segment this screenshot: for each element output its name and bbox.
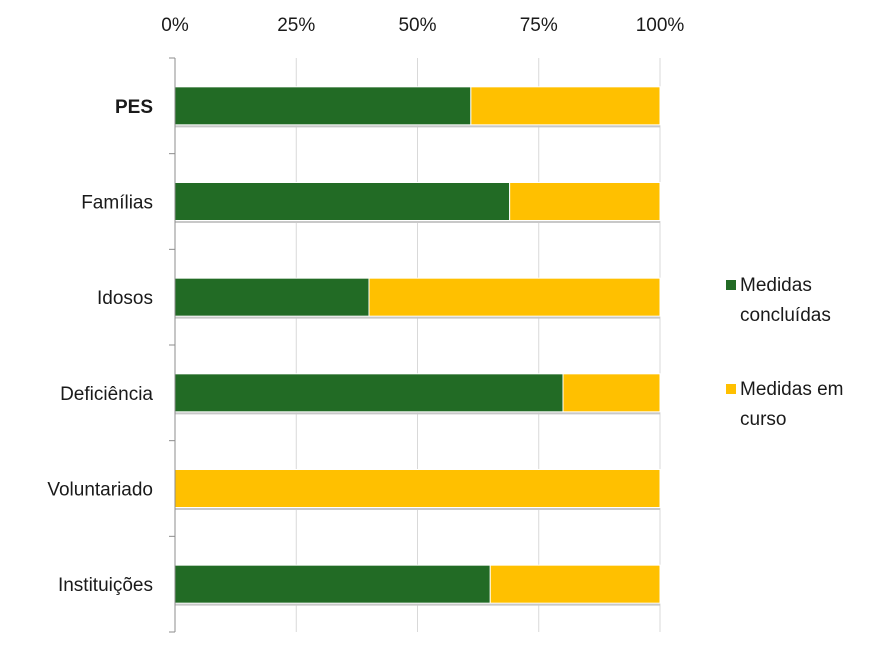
bar-instituicoes-medidas-em-curso (489, 564, 661, 604)
gridlines (174, 58, 661, 632)
category-label-deficiencia: Deficiência (60, 384, 153, 405)
axes (169, 57, 176, 633)
category-labels: PES Famílias Idosos Deficiência Voluntariado… (47, 97, 153, 596)
legend-label-medidas-em-curso: Medidas em curso (740, 379, 844, 430)
x-tick-label: 50% (398, 15, 436, 36)
bar-deficiencia-medidas-em-curso (562, 373, 661, 413)
category-label-idosos: Idosos (97, 288, 153, 309)
x-tick-label: 25% (277, 15, 315, 36)
bar-idosos-medidas-concluidas (174, 277, 370, 317)
bar-voluntariado-medidas-em-curso (174, 469, 661, 508)
bar-instituicoes-medidas-concluidas (174, 564, 491, 604)
category-label-instituicoes: Instituições (58, 575, 153, 596)
bar-familias-medidas-concluidas (174, 182, 511, 221)
x-tick-label: 0% (161, 15, 189, 36)
bar-deficiencia-medidas-concluidas (174, 373, 564, 413)
x-tick-label: 75% (520, 15, 558, 36)
category-label-pes: PES (115, 97, 153, 118)
category-label-voluntariado: Voluntariado (47, 480, 153, 501)
bars (174, 86, 661, 606)
bar-familias-medidas-em-curso (509, 182, 661, 221)
legend-item-medidas-concluidas: Medidas concluídas (726, 275, 831, 326)
legend-swatch-medidas-em-curso (726, 384, 736, 394)
bar-pes-medidas-em-curso (470, 86, 661, 126)
legend-label-medidas-concluidas: Medidas concluídas (740, 275, 831, 326)
category-label-familias: Famílias (81, 193, 153, 214)
x-tick-labels: 0% 25% 50% 75% 100% (161, 15, 684, 36)
legend-item-medidas-em-curso: Medidas em curso (726, 379, 844, 430)
bar-pes-medidas-concluidas (174, 86, 472, 126)
bar-idosos-medidas-em-curso (368, 277, 661, 317)
x-tick-label: 100% (636, 15, 685, 36)
legend: Medidas concluídas Medidas em curso (726, 275, 844, 430)
legend-swatch-medidas-concluidas (726, 280, 736, 290)
